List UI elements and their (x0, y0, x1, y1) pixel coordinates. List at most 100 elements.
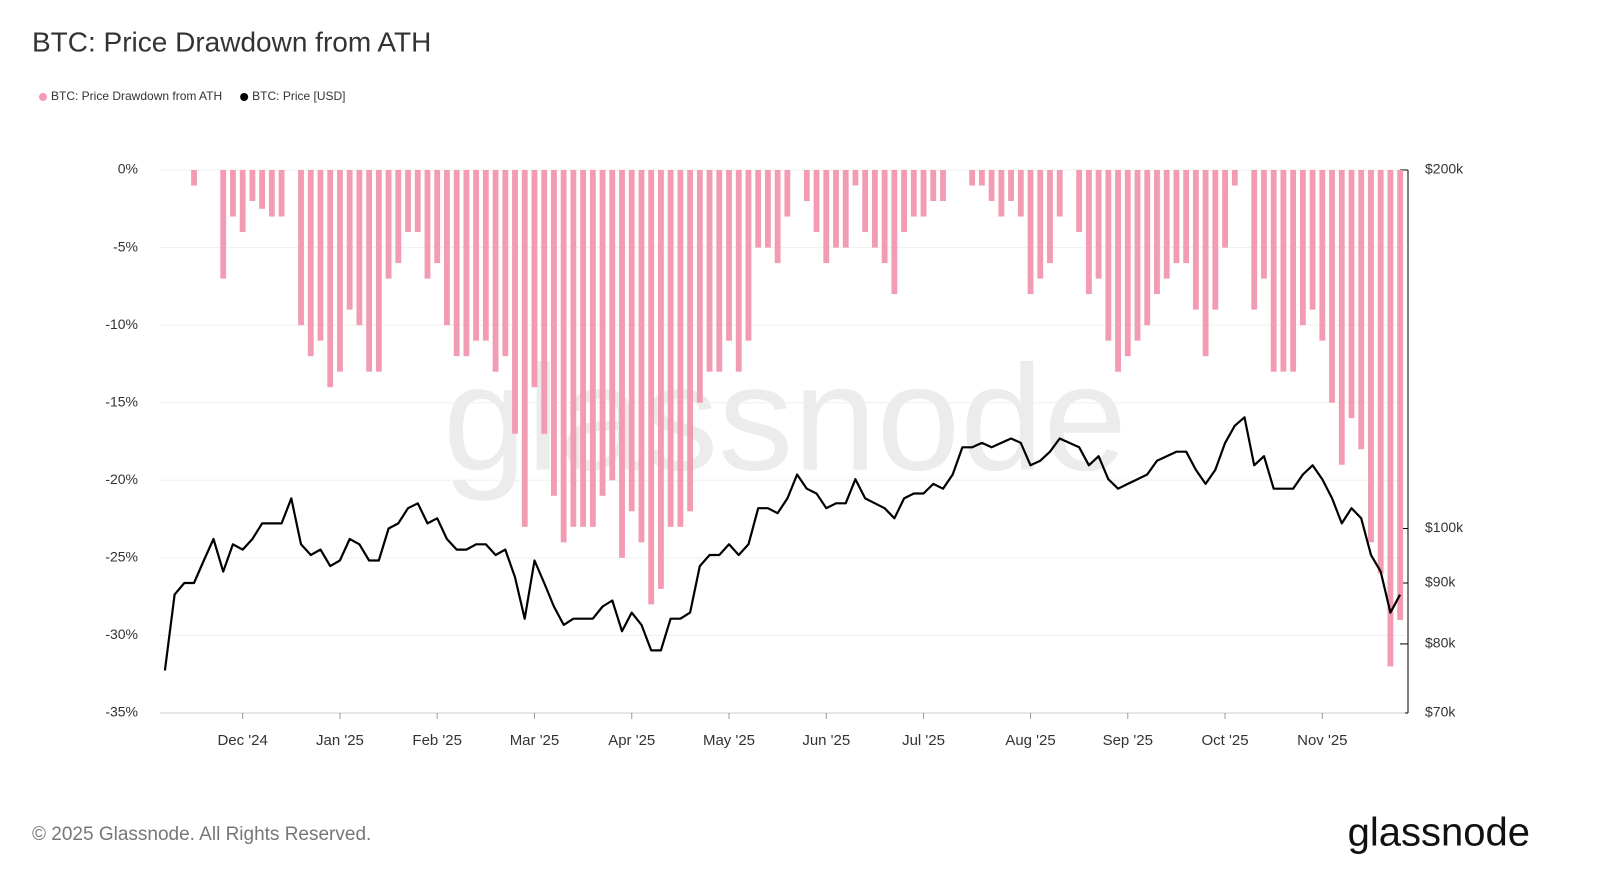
bar (1387, 170, 1394, 667)
bar (803, 170, 810, 202)
x-tick-label: Feb '25 (412, 732, 462, 749)
bar (220, 170, 227, 279)
y2-tick-label: $80k (1425, 635, 1456, 651)
bar (1270, 170, 1277, 372)
bar (706, 170, 713, 372)
bar (638, 170, 645, 543)
bar (191, 170, 197, 186)
bar (589, 170, 596, 527)
bar (648, 170, 655, 605)
bar (482, 170, 489, 341)
x-tick-label: Nov '25 (1297, 732, 1347, 749)
y-tick-label: -30% (105, 626, 138, 642)
bar (1183, 170, 1190, 264)
bar (541, 170, 548, 434)
y2-tick-label: $70k (1425, 704, 1456, 720)
bar (764, 170, 771, 248)
y-tick-label: 0% (118, 161, 138, 177)
legend-label: BTC: Price Drawdown from ATH (51, 89, 222, 103)
bar (609, 170, 616, 481)
x-tick-label: Apr '25 (608, 732, 655, 749)
bar (1251, 170, 1258, 310)
bar (385, 170, 392, 279)
bar (278, 170, 285, 217)
bar (988, 170, 995, 202)
bar (1056, 170, 1063, 217)
legend-label: BTC: Price [USD] (252, 89, 345, 103)
bar (1319, 170, 1326, 341)
bar (619, 170, 625, 558)
bar (687, 170, 694, 512)
bar (1261, 170, 1267, 279)
bar (434, 170, 441, 264)
bar (259, 170, 266, 209)
bar (473, 170, 480, 341)
bar (531, 170, 538, 388)
bar (1309, 170, 1316, 310)
y-tick-label: -10% (105, 316, 138, 332)
bar (453, 170, 460, 357)
x-tick-label: Mar '25 (510, 732, 560, 749)
bar (871, 170, 878, 248)
chart-title: BTC: Price Drawdown from ATH (32, 26, 431, 57)
x-tick-label: Jan '25 (316, 732, 364, 749)
y-tick-label: -5% (113, 238, 138, 254)
bar (1368, 170, 1374, 543)
bar (327, 170, 334, 388)
bar (1085, 170, 1092, 295)
bar (346, 170, 353, 310)
bar (521, 170, 528, 527)
bar (424, 170, 431, 279)
watermark: glassnode (443, 334, 1127, 502)
bar (492, 170, 499, 372)
x-tick-label: May '25 (703, 732, 755, 749)
bar (1299, 170, 1306, 326)
bar (1095, 170, 1102, 279)
bar (969, 170, 976, 186)
bar (1231, 170, 1238, 186)
bar (1348, 170, 1355, 419)
footer: © 2025 Glassnode. All Rights Reserved. (32, 824, 371, 845)
bar (268, 170, 275, 217)
bar (696, 170, 703, 403)
bar (239, 170, 246, 233)
bar (1105, 170, 1112, 341)
bar (414, 170, 421, 233)
bar (1008, 170, 1014, 202)
bar (1222, 170, 1228, 248)
x-tick-label: Jul '25 (902, 732, 945, 749)
bar (842, 170, 849, 248)
bar (667, 170, 674, 527)
bar (1144, 170, 1151, 326)
bar (1192, 170, 1199, 310)
bar (716, 170, 723, 372)
bar (1124, 170, 1131, 357)
bar (560, 170, 567, 543)
bar (658, 170, 664, 589)
bar (1329, 170, 1335, 403)
bar (726, 170, 732, 341)
bar (1115, 170, 1121, 372)
bar (502, 170, 509, 357)
bar (910, 170, 917, 217)
y2-tick-label: $200k (1425, 161, 1464, 177)
bar (862, 170, 869, 233)
bar (833, 170, 839, 248)
bar (1027, 170, 1034, 295)
bar (1358, 170, 1365, 450)
bar (940, 170, 946, 202)
bar (1290, 170, 1297, 372)
bar (230, 170, 236, 217)
bar (1154, 170, 1160, 295)
bar (1212, 170, 1219, 310)
bar (823, 170, 830, 264)
logo: glassnode (1348, 811, 1530, 855)
bar (551, 170, 557, 496)
bar (813, 170, 820, 233)
bar (599, 170, 606, 496)
x-tick-label: Oct '25 (1202, 732, 1249, 749)
bar (881, 170, 888, 264)
bar (444, 170, 450, 326)
x-tick-label: Jun '25 (802, 732, 850, 749)
